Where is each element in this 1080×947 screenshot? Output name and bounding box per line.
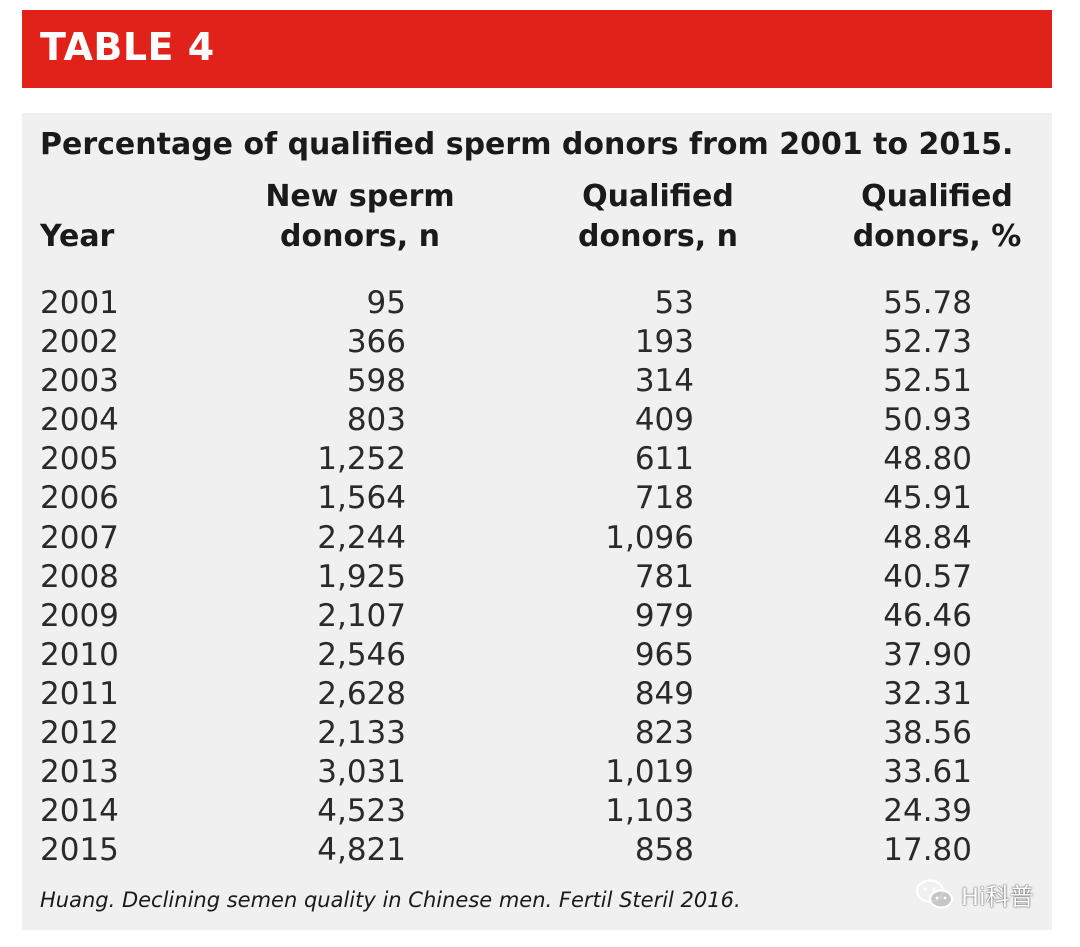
column-header-new-donors-line1: New sperm: [265, 179, 455, 214]
cell-qualified-n: 193: [634, 324, 694, 361]
cell-qualified-n: 718: [634, 480, 694, 517]
table-row: 2009 2,107 979 46.46: [22, 597, 1052, 636]
cell-year: 2006: [40, 480, 119, 517]
cell-new-donors: 1,252: [317, 441, 406, 478]
column-header-qualified-n-line2: donors, n: [578, 219, 738, 254]
cell-year: 2013: [40, 754, 119, 791]
table-row: 2006 1,564 718 45.91: [22, 479, 1052, 518]
cell-new-donors: 95: [366, 285, 406, 321]
cell-year: 2009: [40, 597, 119, 634]
column-header-new-donors-line2: donors, n: [280, 219, 440, 254]
cell-new-donors: 803: [346, 402, 406, 439]
cell-qualified-pct: 48.80: [883, 441, 972, 478]
cell-new-donors: 366: [346, 324, 406, 361]
table-row: 2003 598 314 52.51: [22, 362, 1052, 401]
column-header-year-label: Year: [40, 219, 115, 254]
cell-year: 2014: [40, 793, 119, 830]
table-panel: Percentage of qualified sperm donors fro…: [22, 113, 1052, 930]
cell-new-donors: 4,821: [317, 832, 406, 869]
table-body: 2001 95 53 55.78 2002 366 193 52.73 2003…: [22, 284, 1052, 870]
cell-qualified-n: 858: [634, 832, 694, 869]
cell-qualified-pct: 40.57: [883, 558, 972, 595]
cell-new-donors: 2,244: [317, 519, 406, 556]
column-header-qualified-pct-line2: donors, %: [852, 219, 1022, 254]
cell-qualified-n: 409: [634, 402, 694, 439]
cell-new-donors: 2,546: [317, 636, 406, 673]
cell-qualified-n: 979: [634, 597, 694, 634]
column-header-qualified-n: Qualified donors, n: [553, 177, 763, 257]
cell-qualified-n: 1,019: [605, 754, 694, 791]
cell-new-donors: 4,523: [317, 793, 406, 830]
column-header-year: Year: [40, 217, 114, 257]
cell-year: 2001: [40, 285, 119, 321]
cell-qualified-pct: 52.73: [883, 324, 972, 361]
cell-year: 2010: [40, 636, 119, 673]
cell-new-donors: 598: [346, 363, 406, 400]
cell-qualified-n: 849: [634, 675, 694, 712]
table-row: 2005 1,252 611 48.80: [22, 440, 1052, 479]
cell-new-donors: 2,628: [317, 675, 406, 712]
cell-qualified-pct: 55.78: [883, 285, 972, 321]
cell-qualified-pct: 17.80: [883, 832, 972, 869]
table-number-title: TABLE 4: [40, 25, 215, 69]
cell-qualified-pct: 32.31: [883, 675, 972, 712]
cell-qualified-n: 965: [634, 636, 694, 673]
cell-year: 2004: [40, 402, 119, 439]
cell-qualified-pct: 33.61: [883, 754, 972, 791]
cell-qualified-n: 781: [634, 558, 694, 595]
cell-qualified-n: 1,096: [605, 519, 694, 556]
cell-year: 2012: [40, 715, 119, 752]
cell-qualified-pct: 48.84: [883, 519, 972, 556]
cell-year: 2005: [40, 441, 119, 478]
table-row: 2002 366 193 52.73: [22, 323, 1052, 362]
cell-qualified-pct: 37.90: [883, 636, 972, 673]
column-header-new-donors: New sperm donors, n: [255, 177, 465, 257]
cell-new-donors: 2,133: [317, 715, 406, 752]
table-row: 2015 4,821 858 17.80: [22, 831, 1052, 870]
table-row: 2008 1,925 781 40.57: [22, 558, 1052, 597]
cell-qualified-n: 611: [634, 441, 694, 478]
table-row: 2014 4,523 1,103 24.39: [22, 792, 1052, 831]
cell-qualified-n: 314: [634, 363, 694, 400]
table-caption: Percentage of qualified sperm donors fro…: [40, 127, 1014, 162]
cell-qualified-pct: 45.91: [883, 480, 972, 517]
cell-qualified-pct: 50.93: [883, 402, 972, 439]
cell-qualified-n: 1,103: [605, 793, 694, 830]
column-header-qualified-n-line1: Qualified: [582, 179, 734, 214]
cell-year: 2002: [40, 324, 119, 361]
table-source-citation: Huang. Declining semen quality in Chines…: [40, 888, 741, 912]
cell-year: 2015: [40, 832, 119, 869]
cell-qualified-n: 53: [654, 285, 694, 321]
cell-qualified-pct: 46.46: [883, 597, 972, 634]
cell-qualified-pct: 38.56: [883, 715, 972, 752]
cell-qualified-pct: 24.39: [883, 793, 972, 830]
table-row: 2013 3,031 1,019 33.61: [22, 753, 1052, 792]
cell-year: 2011: [40, 675, 119, 712]
table-row: 2011 2,628 849 32.31: [22, 675, 1052, 714]
watermark-text: Hi科普: [961, 883, 1034, 911]
cell-qualified-n: 823: [634, 715, 694, 752]
cell-year: 2007: [40, 519, 119, 556]
table-row: 2012 2,133 823 38.56: [22, 714, 1052, 753]
cell-new-donors: 3,031: [317, 754, 406, 791]
watermark: Hi科普: [915, 877, 1034, 912]
column-header-qualified-pct-line1: Qualified: [861, 179, 1013, 214]
cell-year: 2003: [40, 363, 119, 400]
table-header-bar: TABLE 4: [22, 10, 1052, 88]
table-row: 2007 2,244 1,096 48.84: [22, 519, 1052, 558]
cell-qualified-pct: 52.51: [883, 363, 972, 400]
cell-new-donors: 1,564: [317, 480, 406, 517]
cell-year: 2008: [40, 558, 119, 595]
wechat-icon: [915, 878, 955, 912]
cell-new-donors: 1,925: [317, 558, 406, 595]
table-row: 2001 95 53 55.78: [22, 284, 1052, 323]
table-row: 2010 2,546 965 37.90: [22, 636, 1052, 675]
cell-new-donors: 2,107: [317, 597, 406, 634]
table-row: 2004 803 409 50.93: [22, 401, 1052, 440]
column-header-qualified-pct: Qualified donors, %: [832, 177, 1042, 257]
